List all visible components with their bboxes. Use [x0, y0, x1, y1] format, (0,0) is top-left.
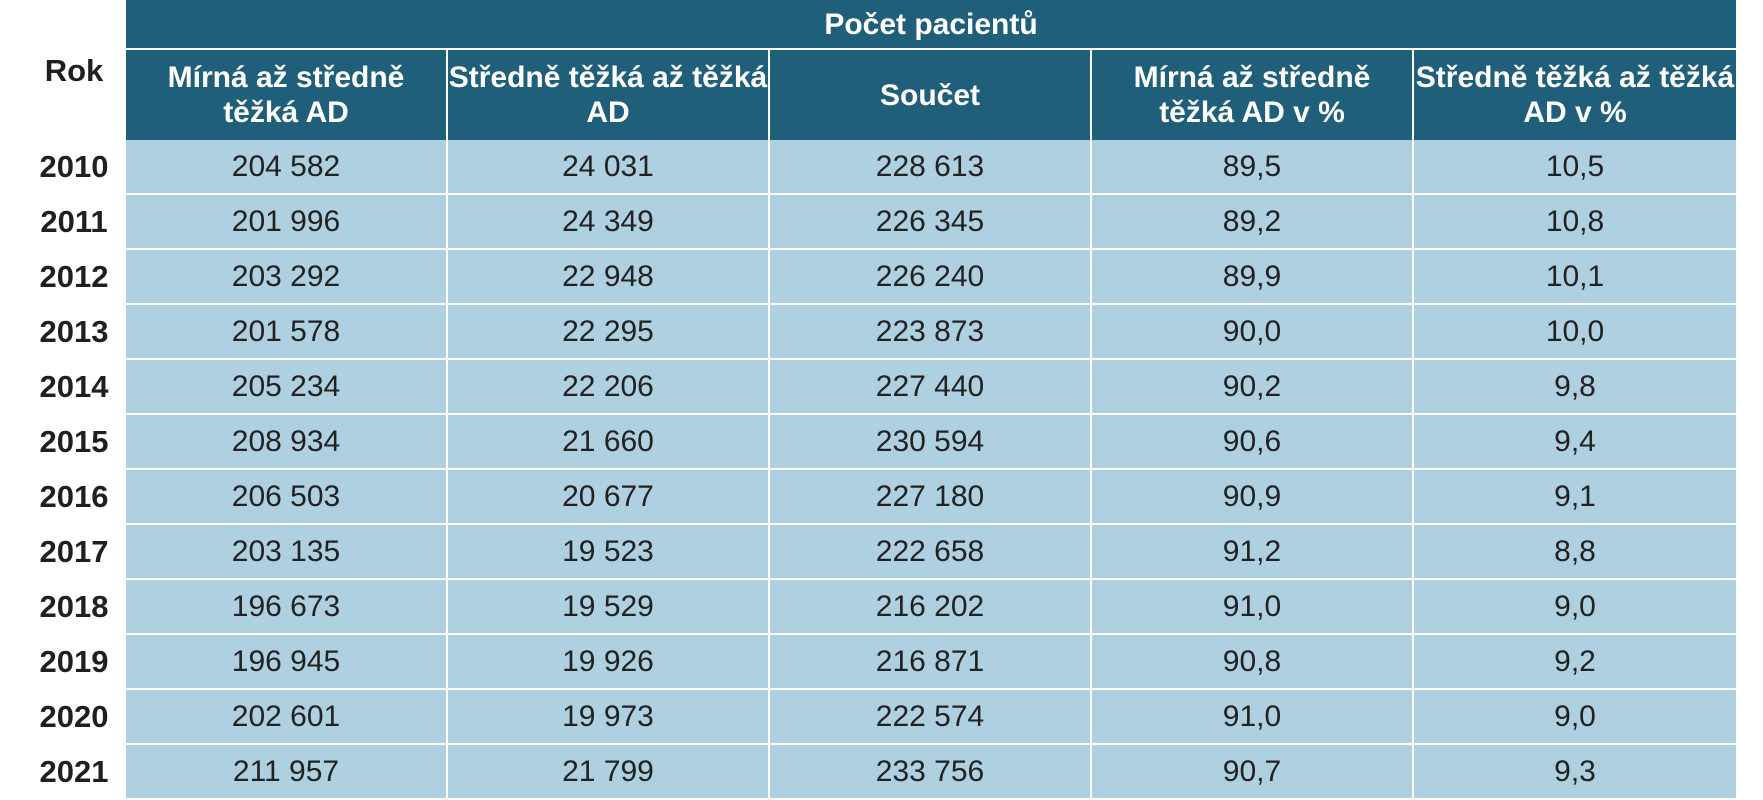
year-cell: 2013: [24, 305, 126, 360]
cell-mild-moderate: 208 934: [126, 415, 448, 470]
cell-moderate-severe-percent: 8,8: [1414, 525, 1737, 580]
patient-count-group-header: Počet pacientů: [126, 0, 1737, 50]
cell-mild-moderate-percent: 91,0: [1092, 580, 1414, 635]
cell-mild-moderate-percent: 90,9: [1092, 470, 1414, 525]
cell-mild-moderate-percent: 89,5: [1092, 140, 1414, 195]
cell-moderate-severe: 22 206: [448, 360, 770, 415]
table-row: 2012 203 292 22 948 226 240 89,9 10,1: [24, 250, 1737, 305]
cell-total: 233 756: [770, 745, 1092, 800]
cell-mild-moderate-percent: 91,2: [1092, 525, 1414, 580]
cell-total: 230 594: [770, 415, 1092, 470]
header-row-columns: Mírná až středně těžká AD Středně těžká …: [24, 50, 1737, 140]
cell-total: 228 613: [770, 140, 1092, 195]
table-row: 2015 208 934 21 660 230 594 90,6 9,4: [24, 415, 1737, 470]
cell-mild-moderate: 205 234: [126, 360, 448, 415]
table-body: 2010 204 582 24 031 228 613 89,5 10,5 2011 201 …: [24, 140, 1737, 800]
cell-moderate-severe-percent: 9,4: [1414, 415, 1737, 470]
column-header-moderate-severe-percent: Středně těžká až těžká AD v %: [1414, 50, 1737, 140]
cell-moderate-severe: 19 926: [448, 635, 770, 690]
cell-mild-moderate-percent: 90,6: [1092, 415, 1414, 470]
cell-mild-moderate: 204 582: [126, 140, 448, 195]
cell-total: 223 873: [770, 305, 1092, 360]
table-row: 2021 211 957 21 799 233 756 90,7 9,3: [24, 745, 1737, 800]
table-row: 2016 206 503 20 677 227 180 90,9 9,1: [24, 470, 1737, 525]
cell-moderate-severe-percent: 10,8: [1414, 195, 1737, 250]
column-header-mild-moderate-percent: Mírná až středně těžká AD v %: [1092, 50, 1414, 140]
cell-total: 222 658: [770, 525, 1092, 580]
cell-moderate-severe: 24 349: [448, 195, 770, 250]
cell-moderate-severe-percent: 9,0: [1414, 580, 1737, 635]
table-row: 2019 196 945 19 926 216 871 90,8 9,2: [24, 635, 1737, 690]
cell-moderate-severe-percent: 9,2: [1414, 635, 1737, 690]
cell-moderate-severe: 19 973: [448, 690, 770, 745]
cell-mild-moderate: 203 135: [126, 525, 448, 580]
cell-mild-moderate-percent: 90,8: [1092, 635, 1414, 690]
table-row: 2017 203 135 19 523 222 658 91,2 8,8: [24, 525, 1737, 580]
cell-mild-moderate: 196 673: [126, 580, 448, 635]
cell-moderate-severe-percent: 10,1: [1414, 250, 1737, 305]
year-column-header: Rok: [24, 0, 126, 140]
year-cell: 2018: [24, 580, 126, 635]
cell-moderate-severe-percent: 9,1: [1414, 470, 1737, 525]
table-row: 2014 205 234 22 206 227 440 90,2 9,8: [24, 360, 1737, 415]
column-header-mild-moderate: Mírná až středně těžká AD: [126, 50, 448, 140]
year-cell: 2019: [24, 635, 126, 690]
cell-total: 216 202: [770, 580, 1092, 635]
cell-moderate-severe: 19 529: [448, 580, 770, 635]
column-header-moderate-severe: Středně těžká až těžká AD: [448, 50, 770, 140]
cell-mild-moderate-percent: 89,2: [1092, 195, 1414, 250]
year-cell: 2016: [24, 470, 126, 525]
table-row: 2010 204 582 24 031 228 613 89,5 10,5: [24, 140, 1737, 195]
table-row: 2013 201 578 22 295 223 873 90,0 10,0: [24, 305, 1737, 360]
cell-moderate-severe: 21 660: [448, 415, 770, 470]
cell-moderate-severe-percent: 10,5: [1414, 140, 1737, 195]
cell-moderate-severe-percent: 9,8: [1414, 360, 1737, 415]
cell-moderate-severe: 19 523: [448, 525, 770, 580]
cell-mild-moderate-percent: 90,2: [1092, 360, 1414, 415]
header-row-group: Rok Počet pacientů: [24, 0, 1737, 140]
cell-total: 227 440: [770, 360, 1092, 415]
table-head: Rok Počet pacientů Mírná až středně těžk…: [24, 0, 1737, 140]
patients-table: Rok Počet pacientů Mírná až středně těžk…: [24, 0, 1737, 800]
cell-moderate-severe: 22 295: [448, 305, 770, 360]
year-cell: 2017: [24, 525, 126, 580]
cell-mild-moderate-percent: 91,0: [1092, 690, 1414, 745]
year-cell: 2020: [24, 690, 126, 745]
cell-total: 216 871: [770, 635, 1092, 690]
cell-mild-moderate: 203 292: [126, 250, 448, 305]
cell-mild-moderate: 201 578: [126, 305, 448, 360]
cell-moderate-severe: 21 799: [448, 745, 770, 800]
year-cell: 2010: [24, 140, 126, 195]
cell-mild-moderate-percent: 89,9: [1092, 250, 1414, 305]
year-cell: 2021: [24, 745, 126, 800]
cell-moderate-severe: 20 677: [448, 470, 770, 525]
cell-mild-moderate: 206 503: [126, 470, 448, 525]
cell-total: 222 574: [770, 690, 1092, 745]
cell-moderate-severe-percent: 9,0: [1414, 690, 1737, 745]
cell-mild-moderate: 196 945: [126, 635, 448, 690]
year-cell: 2011: [24, 195, 126, 250]
table-row: 2018 196 673 19 529 216 202 91,0 9,0: [24, 580, 1737, 635]
table-row: 2011 201 996 24 349 226 345 89,2 10,8: [24, 195, 1737, 250]
year-cell: 2012: [24, 250, 126, 305]
cell-mild-moderate-percent: 90,0: [1092, 305, 1414, 360]
cell-moderate-severe-percent: 10,0: [1414, 305, 1737, 360]
column-header-total: Součet: [770, 50, 1092, 140]
cell-mild-moderate-percent: 90,7: [1092, 745, 1414, 800]
cell-mild-moderate: 211 957: [126, 745, 448, 800]
year-cell: 2014: [24, 360, 126, 415]
table-row: 2020 202 601 19 973 222 574 91,0 9,0: [24, 690, 1737, 745]
cell-total: 226 240: [770, 250, 1092, 305]
year-cell: 2015: [24, 415, 126, 470]
cell-moderate-severe-percent: 9,3: [1414, 745, 1737, 800]
cell-moderate-severe: 24 031: [448, 140, 770, 195]
cell-mild-moderate: 202 601: [126, 690, 448, 745]
cell-mild-moderate: 201 996: [126, 195, 448, 250]
cell-total: 226 345: [770, 195, 1092, 250]
cell-moderate-severe: 22 948: [448, 250, 770, 305]
cell-total: 227 180: [770, 470, 1092, 525]
